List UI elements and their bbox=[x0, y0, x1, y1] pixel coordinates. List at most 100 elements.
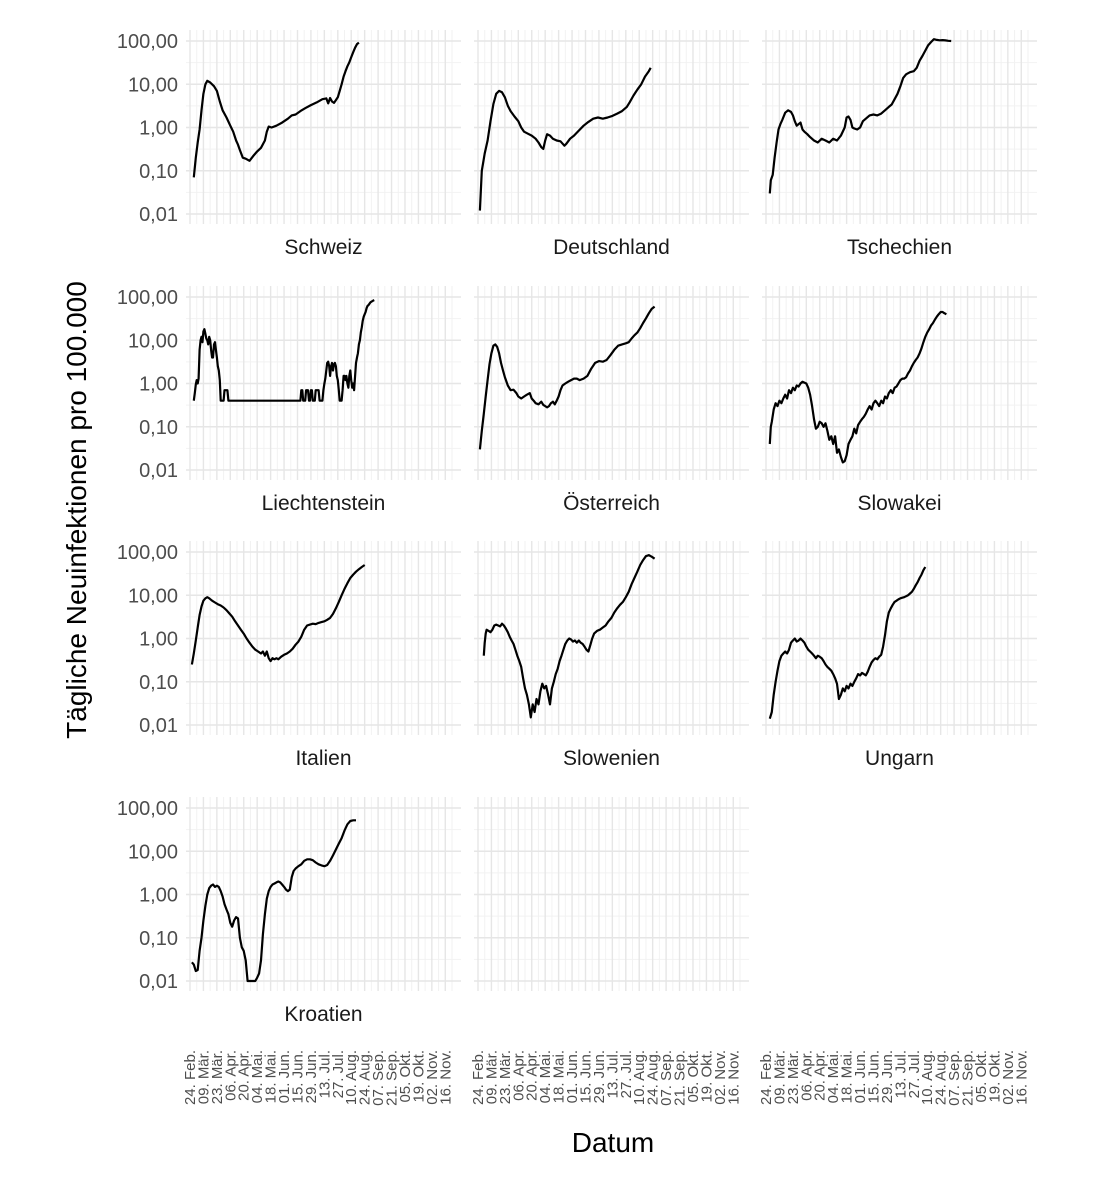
facet-panel: Österreich bbox=[474, 286, 749, 515]
series-line bbox=[768, 566, 927, 720]
y-tick-label: 10,00 bbox=[128, 330, 178, 352]
x-tick-label: 19. Okt. bbox=[698, 1050, 715, 1103]
x-tick-label: 20. Apr. bbox=[524, 1050, 541, 1101]
y-tick-label: 10,00 bbox=[128, 585, 178, 607]
x-tick-label: 02. Nov. bbox=[712, 1050, 729, 1105]
y-tick-label: 0,01 bbox=[139, 204, 178, 226]
x-tick-label: 24. Aug. bbox=[357, 1050, 374, 1105]
facet-label: Ungarn bbox=[865, 747, 934, 770]
x-tick-label: 10. Aug. bbox=[631, 1050, 648, 1105]
x-tick-label: 07. Sep. bbox=[658, 1050, 675, 1106]
x-tick-label: 02. Nov. bbox=[424, 1050, 441, 1105]
y-tick-label: 1,00 bbox=[139, 118, 178, 140]
x-tick-label: 16. Nov. bbox=[437, 1050, 454, 1105]
x-tick-label: 15. Jun. bbox=[866, 1050, 883, 1103]
x-tick-label: 10. Aug. bbox=[343, 1050, 360, 1105]
series-line bbox=[478, 305, 656, 450]
y-tick-label: 100,00 bbox=[117, 31, 178, 53]
x-tick-label: 29. Jun. bbox=[591, 1050, 608, 1103]
x-tick-label: 09. Mär. bbox=[771, 1050, 788, 1104]
x-tick-label: 15. Jun. bbox=[578, 1050, 595, 1103]
y-tick-label: 1,00 bbox=[139, 885, 178, 907]
x-tick-label: 10. Aug. bbox=[919, 1050, 936, 1105]
x-tick-label: 18. Mai. bbox=[551, 1050, 568, 1103]
y-tick-label: 1,00 bbox=[139, 629, 178, 651]
x-tick-label: 01. Jun. bbox=[852, 1050, 869, 1103]
x-tick-label: 24. Aug. bbox=[645, 1050, 662, 1105]
x-tick-label: 09. Mär. bbox=[195, 1050, 212, 1104]
y-tick-label: 100,00 bbox=[117, 287, 178, 309]
x-tick-label: 27. Jul. bbox=[906, 1050, 923, 1098]
y-tick-label: 1,00 bbox=[139, 374, 178, 396]
facet-label: Schweiz bbox=[284, 236, 362, 259]
x-tick-label: 29. Jun. bbox=[879, 1050, 896, 1103]
y-tick-label: 0,10 bbox=[139, 928, 178, 950]
x-tick-label: 24. Feb. bbox=[470, 1050, 487, 1105]
x-tick-label: 23. Mär. bbox=[497, 1050, 514, 1104]
y-axis-title: Tägliche Neuinfektionen pro 100.000 bbox=[61, 281, 92, 739]
x-tick-label: 21. Sep. bbox=[384, 1050, 401, 1106]
x-tick-label: 24. Feb. bbox=[758, 1050, 775, 1105]
facet-panel: Deutschland bbox=[474, 30, 749, 259]
series-line bbox=[478, 67, 652, 211]
x-tick-label: 02. Nov. bbox=[1000, 1050, 1017, 1105]
x-tick-label: 13. Jul. bbox=[316, 1050, 333, 1098]
facet-panels: 0,01 0,10 1,00 10,00 100,00 Schweiz Deutschlan… bbox=[117, 30, 1037, 1026]
x-tick-label: 23. Mär. bbox=[785, 1050, 802, 1104]
facet-panel: Tschechien bbox=[762, 30, 1037, 259]
series-line bbox=[192, 41, 360, 178]
x-tick-label: 13. Jul. bbox=[604, 1050, 621, 1098]
x-tick-label: 04. Mai. bbox=[825, 1050, 842, 1103]
x-tick-label: 05. Okt. bbox=[973, 1050, 990, 1103]
facet-label: Italien bbox=[295, 747, 351, 770]
x-tick-label: 19. Okt. bbox=[410, 1050, 427, 1103]
y-tick-label: 10,00 bbox=[128, 74, 178, 96]
x-tick-label: 16. Nov. bbox=[1013, 1050, 1030, 1105]
x-tick-label: 24. Feb. bbox=[182, 1050, 199, 1105]
x-tick-label: 23. Mär. bbox=[209, 1050, 226, 1104]
x-tick-label: 21. Sep. bbox=[672, 1050, 689, 1106]
series-line bbox=[192, 299, 375, 402]
x-tick-label: 24. Aug. bbox=[933, 1050, 950, 1105]
x-tick-label: 18. Mai. bbox=[839, 1050, 856, 1103]
facet-label: Deutschland bbox=[553, 236, 670, 259]
facet-panel: 0,01 0,10 1,00 10,00 100,00 Kroatien bbox=[117, 797, 461, 1026]
series-line bbox=[768, 38, 952, 194]
facet-panel: 0,01 0,10 1,00 10,00 100,00 Schweiz bbox=[117, 30, 461, 259]
x-tick-label: 19. Okt. bbox=[986, 1050, 1003, 1103]
y-tick-label: 0,01 bbox=[139, 715, 178, 737]
facet-panel bbox=[474, 797, 749, 991]
facet-panel: 0,01 0,10 1,00 10,00 100,00 Liechtenstein bbox=[117, 286, 461, 515]
x-tick-label: 09. Mär. bbox=[483, 1050, 500, 1104]
series-line bbox=[191, 819, 356, 983]
x-axis-tick-labels: 24. Feb.09. Mär.23. Mär.06. Apr.20. Apr.… bbox=[182, 1050, 1030, 1106]
y-tick-label: 0,10 bbox=[139, 417, 178, 439]
x-tick-label: 04. Mai. bbox=[249, 1050, 266, 1103]
y-tick-label: 0,01 bbox=[139, 971, 178, 993]
x-tick-label: 20. Apr. bbox=[812, 1050, 829, 1101]
facet-panel: 0,01 0,10 1,00 10,00 100,00 Italien bbox=[117, 541, 461, 770]
series-line bbox=[768, 310, 947, 464]
y-tick-label: 100,00 bbox=[117, 542, 178, 564]
x-tick-label: 21. Sep. bbox=[960, 1050, 977, 1106]
x-tick-label: 15. Jun. bbox=[290, 1050, 307, 1103]
x-tick-label: 13. Jul. bbox=[892, 1050, 909, 1098]
facet-label: Slowakei bbox=[857, 492, 941, 515]
x-tick-label: 04. Mai. bbox=[537, 1050, 554, 1103]
x-tick-label: 01. Jun. bbox=[276, 1050, 293, 1103]
x-tick-label: 27. Jul. bbox=[618, 1050, 635, 1098]
facet-label: Liechtenstein bbox=[262, 492, 386, 515]
series-line bbox=[482, 554, 656, 719]
facet-panel: Slowakei bbox=[762, 286, 1037, 515]
facet-panel: Slowenien bbox=[474, 541, 749, 770]
facet-label: Österreich bbox=[563, 492, 660, 515]
x-tick-label: 29. Jun. bbox=[303, 1050, 320, 1103]
x-tick-label: 16. Nov. bbox=[725, 1050, 742, 1105]
y-tick-label: 100,00 bbox=[117, 798, 178, 820]
x-tick-label: 20. Apr. bbox=[236, 1050, 253, 1101]
y-tick-label: 0,10 bbox=[139, 161, 178, 183]
x-tick-label: 18. Mai. bbox=[263, 1050, 280, 1103]
x-tick-label: 06. Apr. bbox=[222, 1050, 239, 1101]
x-tick-label: 06. Apr. bbox=[798, 1050, 815, 1101]
